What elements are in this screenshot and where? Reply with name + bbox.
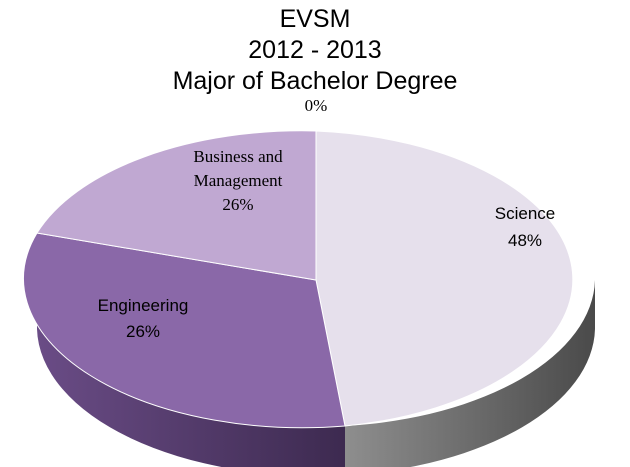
pie-side-science: [345, 280, 595, 467]
label-science-name: Science: [495, 204, 555, 223]
label-business-name-line-1: Business and: [193, 147, 283, 166]
label-business-name-line-2: Management: [194, 171, 283, 190]
label-zero-percent: 0%: [305, 96, 328, 115]
label-engineering-percent: 26%: [126, 322, 160, 341]
chart-title-line-2: 2012 - 2013: [248, 36, 382, 64]
label-business-percent: 26%: [222, 195, 253, 214]
pie-slice-science: [315, 130, 574, 427]
label-science-percent: 48%: [508, 231, 542, 250]
chart-title-line-3: Major of Bachelor Degree: [172, 67, 458, 95]
label-engineering-name: Engineering: [98, 296, 189, 315]
pie-side-engineering: [37, 280, 345, 467]
chart-title-line-1: EVSM: [279, 5, 351, 33]
chart-title: EVSM 2012 - 2013 Major of Bachelor Degre…: [0, 4, 630, 97]
pie-slice-engineering: [23, 232, 346, 429]
pie-slice-business: [36, 130, 317, 281]
